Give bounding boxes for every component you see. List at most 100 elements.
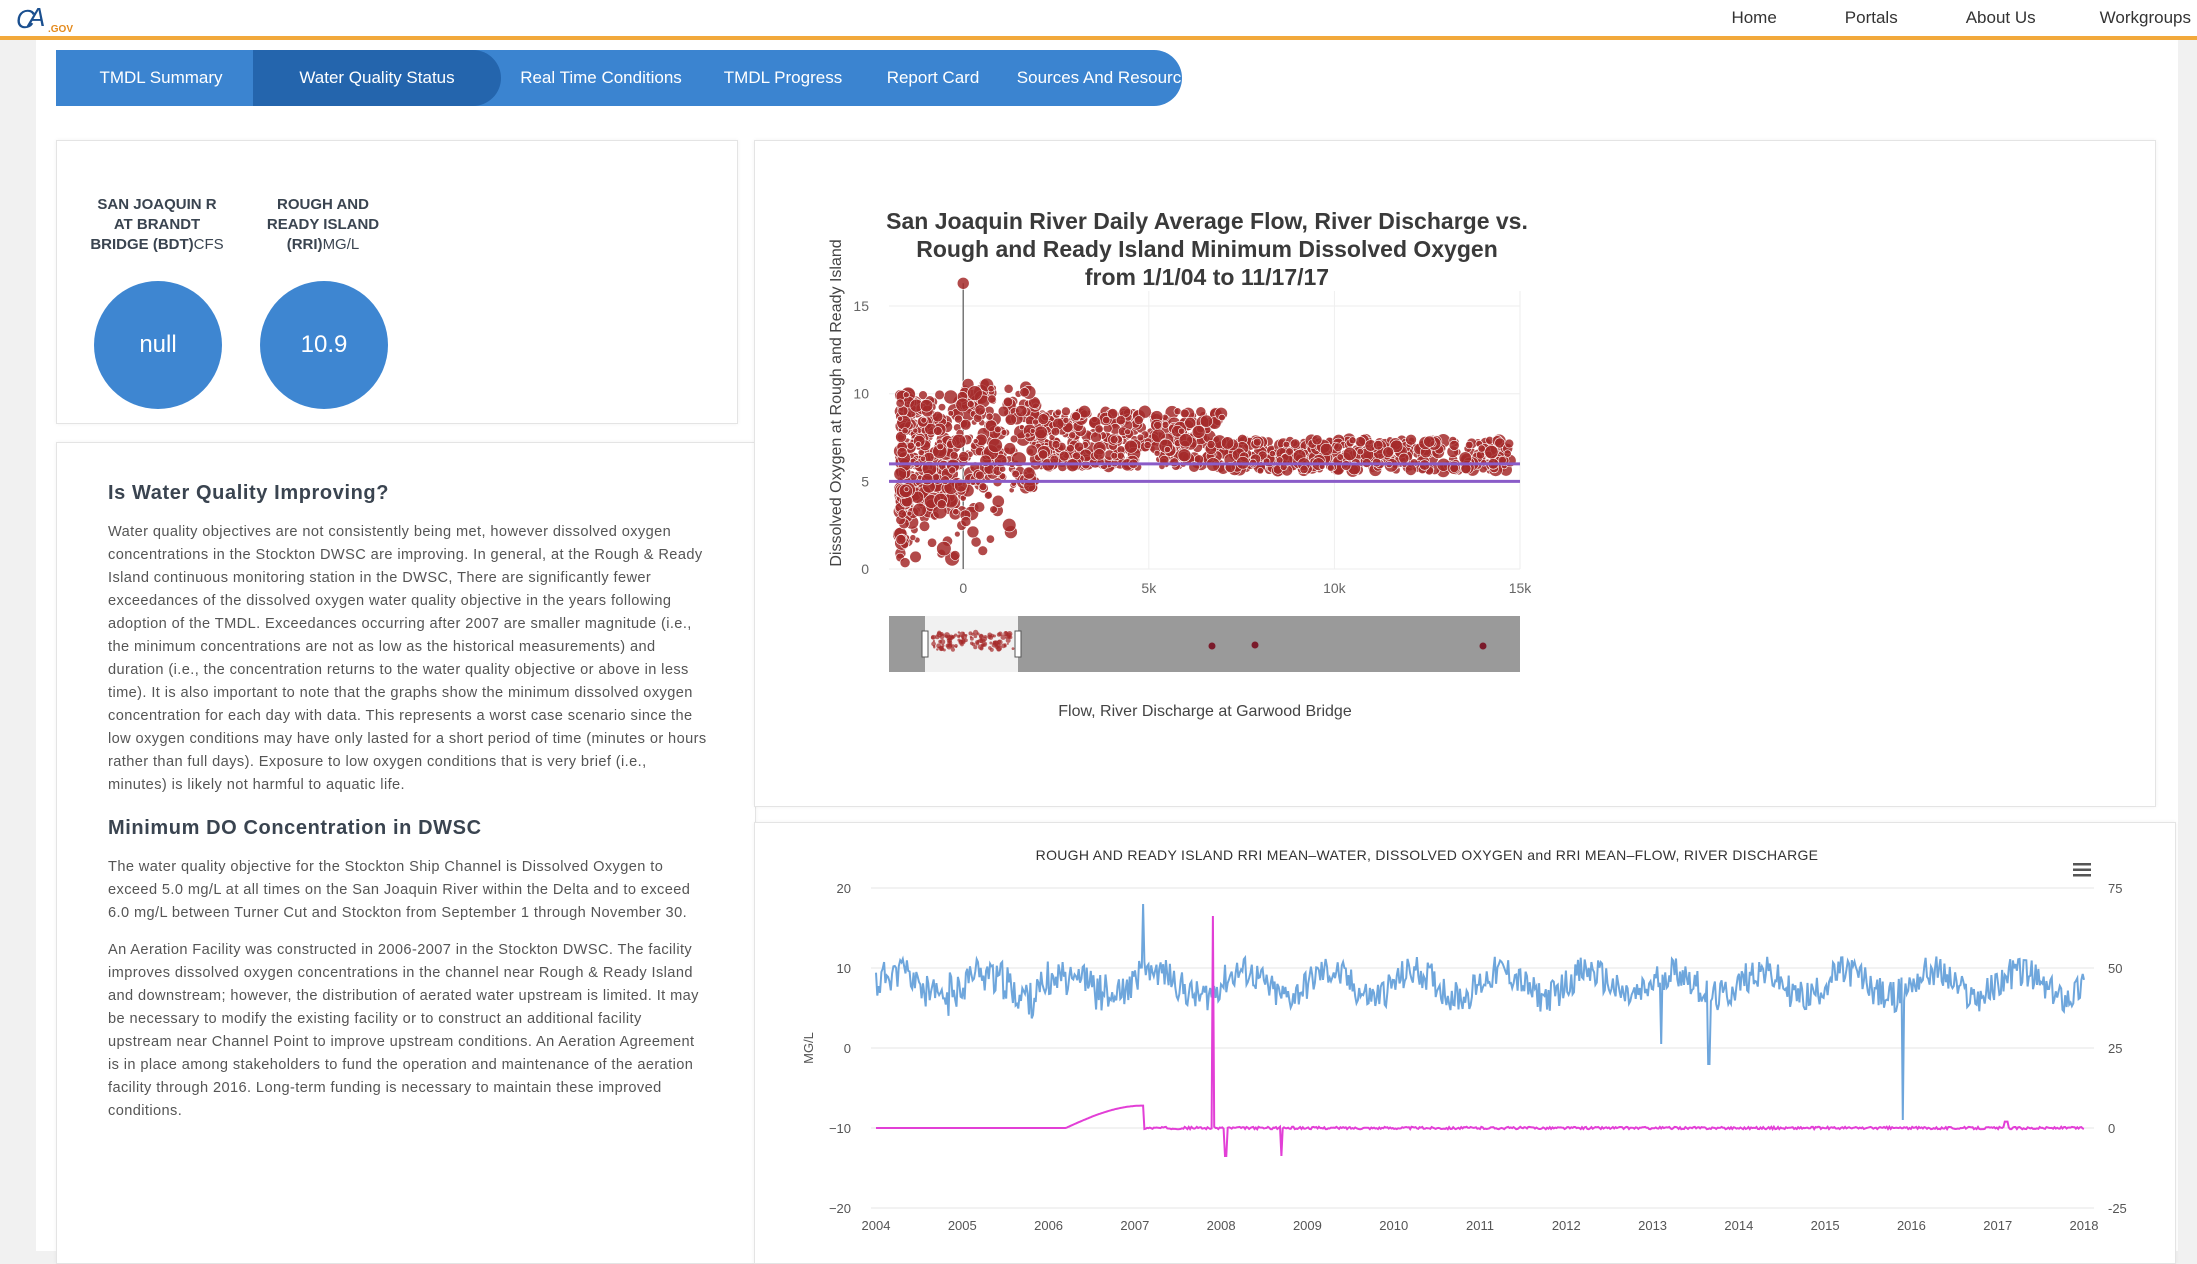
scatter-point[interactable] bbox=[1404, 463, 1417, 476]
scatter-point[interactable] bbox=[994, 425, 1002, 434]
station-value-rri[interactable]: 10.9 bbox=[260, 281, 388, 409]
scatter-point[interactable] bbox=[896, 447, 908, 459]
scatter-point[interactable] bbox=[920, 416, 928, 424]
scatter-point[interactable] bbox=[1503, 449, 1512, 458]
scatter-point[interactable] bbox=[951, 433, 967, 449]
scatter-point[interactable] bbox=[915, 441, 922, 448]
scatter-point[interactable] bbox=[1333, 442, 1343, 453]
scatter-point[interactable] bbox=[984, 491, 993, 500]
scatter-point[interactable] bbox=[1002, 518, 1017, 533]
scatter-point[interactable] bbox=[1504, 438, 1515, 449]
scatter-point[interactable] bbox=[947, 410, 955, 417]
scatter-point[interactable] bbox=[952, 508, 960, 516]
tab-water-quality-status[interactable]: Water Quality Status bbox=[253, 50, 501, 106]
scatter-point[interactable] bbox=[956, 276, 970, 290]
scatter-point[interactable] bbox=[1178, 427, 1186, 435]
scatter-point[interactable] bbox=[936, 540, 952, 557]
scatter-point[interactable] bbox=[918, 390, 928, 400]
scatter-point[interactable] bbox=[1037, 413, 1050, 425]
scatter-point[interactable] bbox=[895, 431, 907, 443]
scatter-point[interactable] bbox=[909, 473, 918, 482]
scatter-point[interactable] bbox=[919, 398, 934, 413]
scatter-point[interactable] bbox=[1484, 445, 1499, 460]
scatter-point[interactable] bbox=[1068, 431, 1077, 440]
scatter-point[interactable] bbox=[1161, 421, 1170, 429]
scatter-point[interactable] bbox=[1107, 408, 1119, 420]
scatter-point[interactable] bbox=[1218, 413, 1226, 422]
scatter-point[interactable] bbox=[1093, 448, 1106, 461]
tab-sources-and-resources[interactable]: Sources And Resources bbox=[1016, 68, 1200, 87]
scatter-point[interactable] bbox=[987, 385, 995, 393]
scatter-point[interactable] bbox=[1336, 453, 1344, 461]
scatter-point[interactable] bbox=[1011, 469, 1020, 479]
scatter-point[interactable] bbox=[1034, 425, 1048, 440]
scatter-point[interactable] bbox=[1282, 440, 1291, 449]
scatter-point[interactable] bbox=[1094, 424, 1104, 434]
scatter-point[interactable] bbox=[1050, 426, 1061, 437]
scatter-point[interactable] bbox=[1124, 428, 1131, 436]
scatter-point[interactable] bbox=[931, 411, 944, 423]
scatter-point[interactable] bbox=[1066, 444, 1075, 453]
scatter-point[interactable] bbox=[906, 441, 915, 450]
scatter-point[interactable] bbox=[1389, 439, 1404, 453]
scatter-point[interactable] bbox=[1061, 406, 1071, 417]
scatter-point[interactable] bbox=[967, 385, 983, 401]
scatter-point[interactable] bbox=[1206, 440, 1216, 449]
scatter-point[interactable] bbox=[1124, 439, 1138, 454]
timeseries-menu-icon[interactable] bbox=[2073, 863, 2091, 877]
nav-workgroups[interactable]: Workgroups bbox=[2099, 8, 2191, 27]
scatter-point[interactable] bbox=[1184, 416, 1197, 429]
scatter-point[interactable] bbox=[1015, 404, 1028, 418]
scatter-point[interactable] bbox=[987, 394, 997, 404]
scatter-point[interactable] bbox=[1285, 447, 1294, 456]
scatter-point[interactable] bbox=[1133, 415, 1144, 425]
scatter-point[interactable] bbox=[909, 550, 922, 564]
scatter-point[interactable] bbox=[1163, 445, 1171, 454]
scatter-point[interactable] bbox=[1256, 467, 1264, 475]
scatter-point[interactable] bbox=[978, 482, 988, 491]
scatter-point[interactable] bbox=[1009, 434, 1019, 444]
scatter-point[interactable] bbox=[1153, 449, 1161, 457]
scatter-point[interactable] bbox=[954, 530, 961, 538]
scatter-point[interactable] bbox=[895, 398, 905, 408]
scatter-point[interactable] bbox=[970, 536, 982, 548]
scatter-point[interactable] bbox=[1115, 415, 1126, 426]
tab-tmdl-progress[interactable]: TMDL Progress bbox=[723, 68, 843, 87]
ca-gov-logo[interactable]: C A .GOV bbox=[14, 2, 74, 36]
scatter-point[interactable] bbox=[1003, 384, 1014, 394]
scatter-point[interactable] bbox=[1109, 435, 1119, 444]
scatter-point[interactable] bbox=[1180, 408, 1190, 419]
scatter-point[interactable] bbox=[903, 486, 910, 493]
scatter-point[interactable] bbox=[972, 438, 979, 445]
scatter-point[interactable] bbox=[1054, 408, 1062, 416]
scatter-point[interactable] bbox=[1191, 425, 1206, 439]
scatter-point[interactable] bbox=[1269, 450, 1276, 458]
scatter-point[interactable] bbox=[912, 502, 927, 518]
nav-home[interactable]: Home bbox=[1731, 8, 1777, 27]
scatter-point[interactable] bbox=[1003, 442, 1017, 455]
scatter-point[interactable] bbox=[1348, 436, 1357, 445]
scatter-point[interactable] bbox=[901, 427, 909, 435]
slider-handle-left[interactable] bbox=[921, 630, 929, 658]
scatter-point[interactable] bbox=[1138, 404, 1152, 419]
scatter-point[interactable] bbox=[1354, 436, 1366, 448]
scatter-point[interactable] bbox=[1252, 437, 1262, 447]
tab-real-time-conditions[interactable]: Real Time Conditions bbox=[520, 68, 682, 87]
scatter-point[interactable] bbox=[897, 415, 904, 422]
scatter-point[interactable] bbox=[1062, 416, 1070, 424]
scatter-point[interactable] bbox=[1340, 460, 1352, 471]
scatter-point[interactable] bbox=[1465, 440, 1474, 450]
scatter-point[interactable] bbox=[948, 466, 957, 475]
scatter-point[interactable] bbox=[1029, 427, 1036, 434]
nav-about-us[interactable]: About Us bbox=[1965, 8, 2036, 27]
scatter-point[interactable] bbox=[1153, 420, 1162, 430]
scatter-point[interactable] bbox=[987, 437, 1003, 453]
scatter-point[interactable] bbox=[1327, 464, 1335, 472]
scatter-point[interactable] bbox=[933, 426, 943, 436]
scatter-point[interactable] bbox=[1051, 440, 1061, 449]
scatter-point[interactable] bbox=[954, 414, 963, 424]
series-river-discharge[interactable] bbox=[876, 915, 2085, 1157]
scatter-point[interactable] bbox=[1342, 446, 1357, 462]
scatter-point[interactable] bbox=[966, 525, 980, 539]
scatter-point[interactable] bbox=[934, 389, 945, 401]
